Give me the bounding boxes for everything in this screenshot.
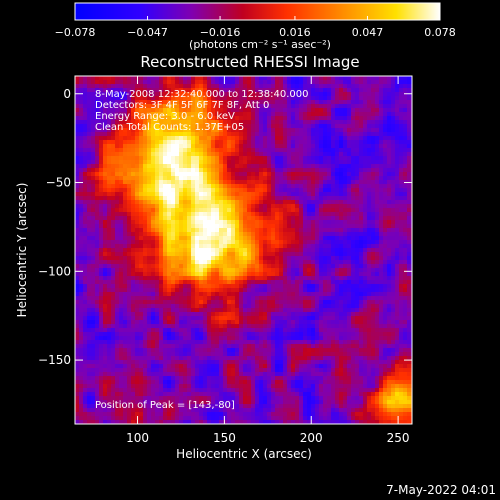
annotation-block: 8-May-2008 12:32:40.000 to 12:38:40.000 … bbox=[95, 89, 308, 133]
annotation-detectors: Detectors: 3F 4F 5F 6F 7F 8F, Att 0 bbox=[95, 100, 269, 111]
plot-area bbox=[74, 75, 413, 425]
x-tick-label: 200 bbox=[300, 431, 323, 445]
colorbar-unit-label: (photons cm⁻² s⁻¹ asec⁻²) bbox=[189, 38, 331, 51]
timestamp: 7-May-2022 04:01 bbox=[386, 483, 496, 497]
x-tick-label: 250 bbox=[387, 431, 410, 445]
x-tick-label: 100 bbox=[126, 431, 149, 445]
colorbar-tick-label: −0.078 bbox=[55, 26, 96, 39]
colorbar-tick-label: 0.047 bbox=[352, 26, 384, 39]
y-tick-label: −150 bbox=[38, 353, 71, 367]
colorbar-tick-label: −0.047 bbox=[127, 26, 168, 39]
colorbar-tick-label: 0.016 bbox=[279, 26, 311, 39]
annotation-counts: Clean Total Counts: 1.37E+05 bbox=[95, 122, 244, 133]
annotation-time: 8-May-2008 12:32:40.000 to 12:38:40.000 bbox=[95, 89, 308, 100]
y-tick-label: 0 bbox=[63, 87, 71, 101]
y-tick-label: −50 bbox=[46, 176, 71, 190]
colorbar-tick-label: 0.078 bbox=[424, 26, 456, 39]
peak-position-label: Position of Peak = [143,-80] bbox=[95, 400, 235, 411]
heatmap-image bbox=[75, 76, 412, 424]
colorbar bbox=[74, 2, 441, 21]
annotation-energy: Energy Range: 3.0 - 6.0 keV bbox=[95, 111, 235, 122]
colorbar-ticks: −0.078 −0.047 −0.016 0.016 0.047 0.078 bbox=[55, 16, 456, 39]
x-axis-label: Heliocentric X (arcsec) bbox=[176, 447, 312, 461]
y-axis-label: Heliocentric Y (arcsec) bbox=[15, 183, 29, 318]
x-tick-label: 150 bbox=[213, 431, 236, 445]
colorbar-tick-label: −0.016 bbox=[200, 26, 241, 39]
x-axis-ticks: 100 150 200 250 bbox=[126, 76, 410, 445]
chart-title: Reconstructed RHESSI Image bbox=[140, 53, 359, 71]
plot-frame bbox=[74, 75, 413, 425]
y-tick-label: −100 bbox=[38, 264, 71, 278]
y-axis-ticks: 0 −50 −100 −150 bbox=[38, 87, 412, 367]
